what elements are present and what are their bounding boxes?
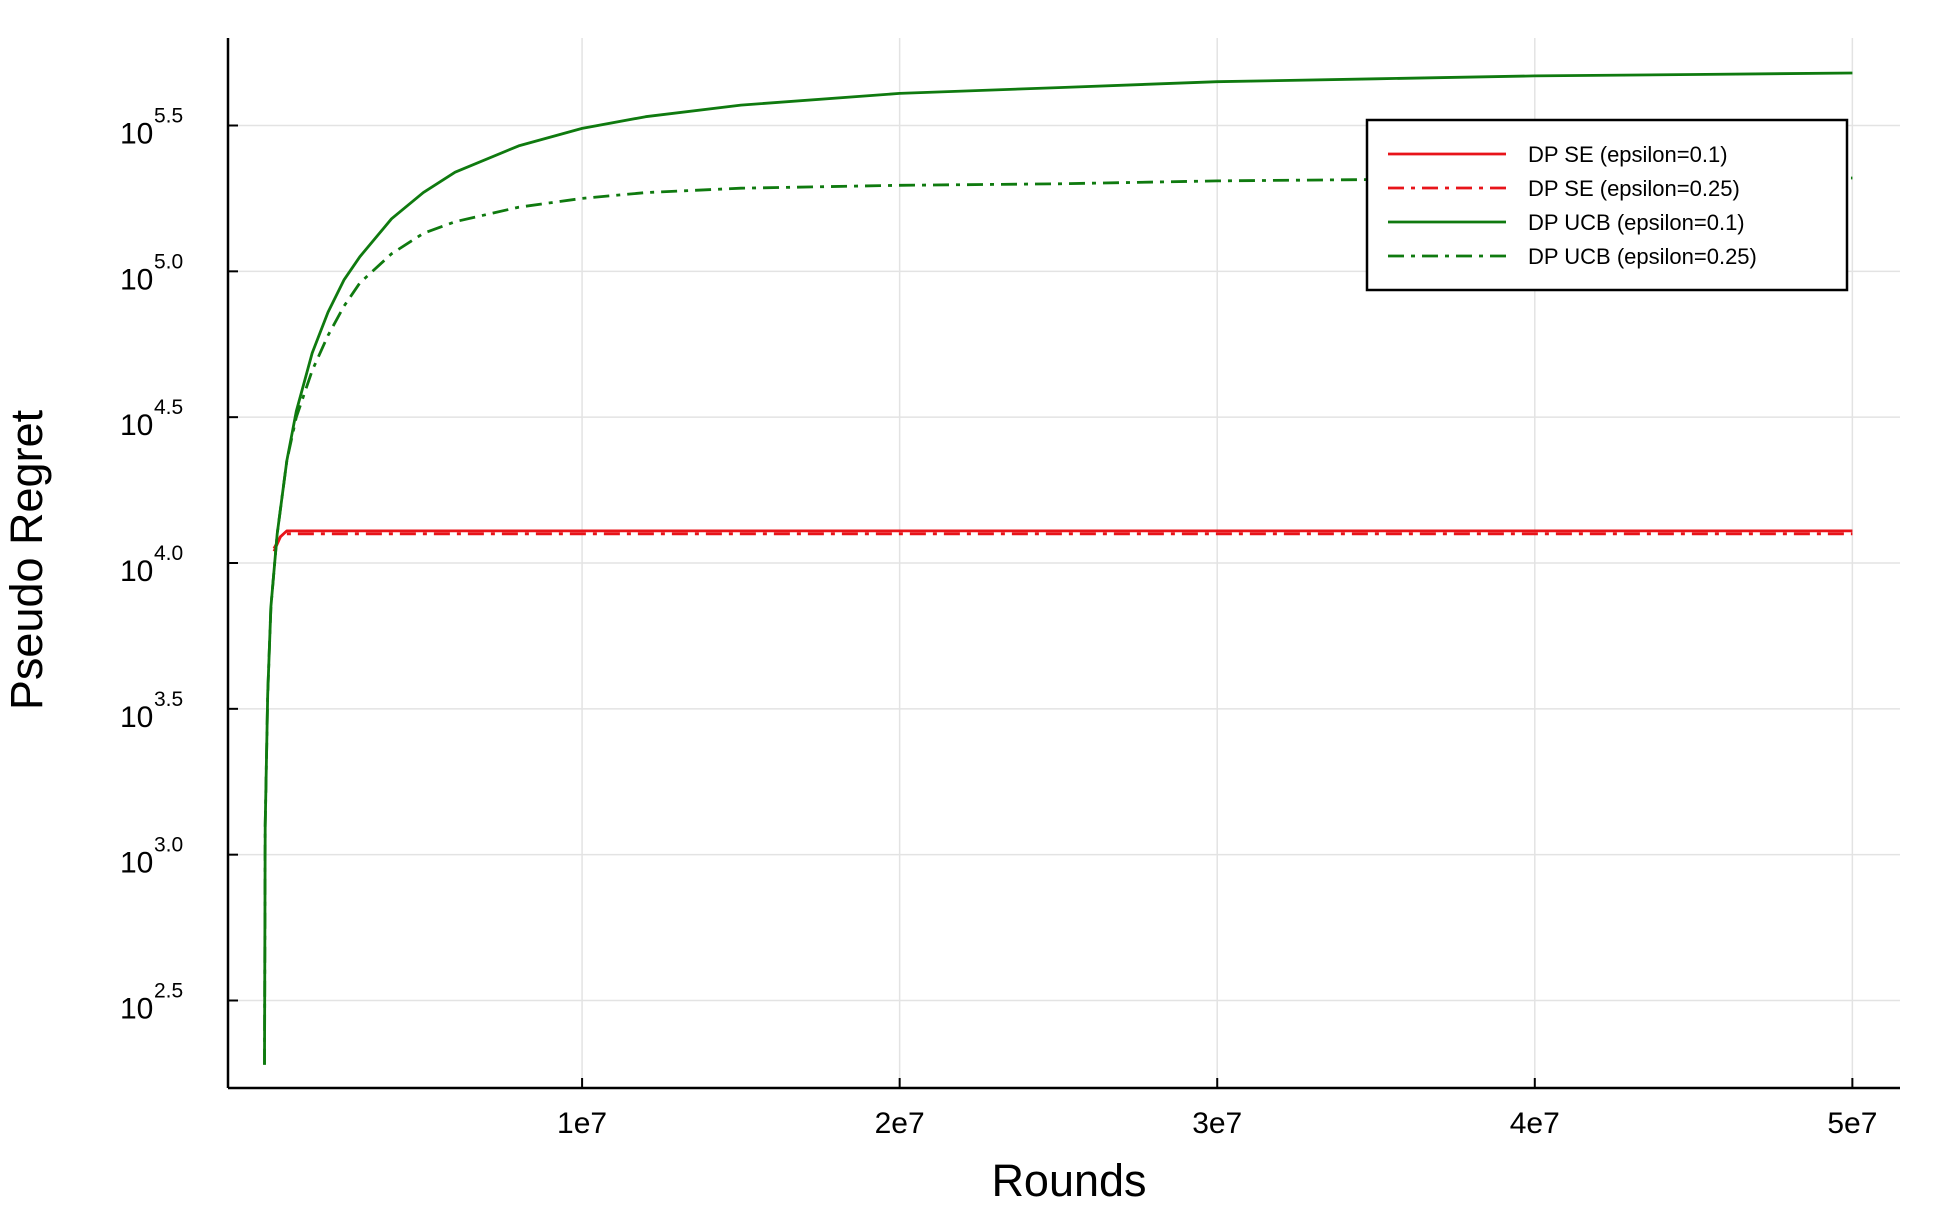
- y-tick-label: 104.0: [120, 542, 183, 588]
- grid-lines: [228, 38, 1900, 1088]
- y-tick-label: 103.5: [120, 688, 183, 734]
- series-line-1: [272, 529, 1853, 550]
- y-tick-exponent: 3.5: [154, 688, 183, 711]
- legend-label: DP UCB (epsilon=0.1): [1528, 210, 1745, 235]
- y-tick-exponent: 3.0: [154, 834, 183, 857]
- y-tick-exponent: 5.0: [154, 250, 183, 273]
- y-tick-label: 105.0: [120, 250, 183, 296]
- series-lines: [263, 71, 1853, 1065]
- y-tick-base: 10: [120, 993, 153, 1026]
- series-line-3: [263, 71, 1853, 1065]
- y-tick-label: 103.0: [120, 834, 183, 880]
- legend-box: [1365, 118, 1849, 292]
- legend-item: DP SE (epsilon=0.1): [1388, 142, 1728, 167]
- x-tick-label: 4e7: [1510, 1107, 1560, 1140]
- legend: DP SE (epsilon=0.1) DP SE (epsilon=0.25) D…: [1365, 118, 1849, 292]
- legend-items: DP SE (epsilon=0.1) DP SE (epsilon=0.25) D…: [1388, 142, 1757, 269]
- y-tick-exponent: 5.5: [154, 105, 183, 128]
- legend-label: DP SE (epsilon=0.25): [1528, 176, 1740, 201]
- x-tick-label: 1e7: [557, 1107, 607, 1140]
- axes: [226, 38, 1900, 1090]
- y-tick-exponent: 2.5: [154, 980, 183, 1003]
- y-tick-label: 104.5: [120, 396, 183, 442]
- legend-item: DP SE (epsilon=0.25): [1388, 176, 1740, 201]
- y-tick-base: 10: [120, 555, 153, 588]
- y-tick-base: 10: [120, 701, 153, 734]
- y-tick-label: 105.5: [120, 105, 183, 151]
- y-tick-base: 10: [120, 118, 153, 151]
- y-tick-base: 10: [120, 409, 153, 442]
- series-line-2: [272, 532, 1853, 552]
- y-tick-label: 102.5: [120, 980, 183, 1026]
- y-axis-title: Pseudo Regret: [1, 409, 52, 710]
- legend-item: DP UCB (epsilon=0.25): [1388, 244, 1757, 269]
- legend-label: DP SE (epsilon=0.1): [1528, 142, 1728, 167]
- legend-label: DP UCB (epsilon=0.25): [1528, 244, 1757, 269]
- x-tick-labels: 1e7 2e7 3e7 4e7 5e7: [557, 1107, 1877, 1140]
- series-line-4: [263, 176, 1853, 1065]
- y-tick-base: 10: [120, 847, 153, 880]
- x-axis-title: Rounds: [991, 1155, 1146, 1200]
- x-tick-label: 2e7: [875, 1107, 925, 1140]
- y-tick-exponent: 4.5: [154, 396, 183, 419]
- x-tick-label: 5e7: [1827, 1107, 1877, 1140]
- y-tick-exponent: 4.0: [154, 542, 183, 565]
- legend-item: DP UCB (epsilon=0.1): [1388, 210, 1745, 235]
- y-tick-base: 10: [120, 263, 153, 296]
- x-tick-label: 3e7: [1192, 1107, 1242, 1140]
